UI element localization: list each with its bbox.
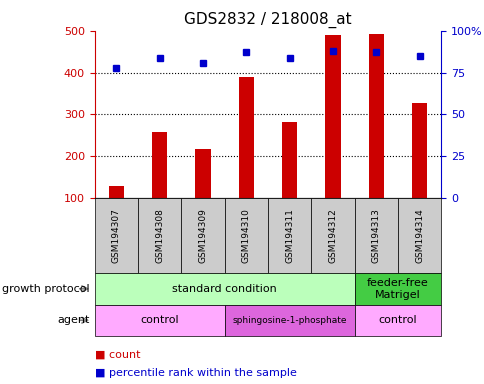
Bar <box>282 122 297 198</box>
Text: GSM194311: GSM194311 <box>285 208 293 263</box>
Text: GSM194310: GSM194310 <box>242 208 250 263</box>
Text: control: control <box>378 315 416 325</box>
Text: GSM194308: GSM194308 <box>155 208 164 263</box>
Bar <box>224 305 354 336</box>
Text: GSM194314: GSM194314 <box>414 208 424 263</box>
Bar <box>94 305 224 336</box>
Text: GSM194312: GSM194312 <box>328 208 337 263</box>
Text: sphingosine-1-phosphate: sphingosine-1-phosphate <box>232 316 346 325</box>
Bar <box>94 198 137 273</box>
Bar <box>238 77 253 198</box>
Bar <box>181 198 224 273</box>
Bar <box>354 198 397 273</box>
Text: standard condition: standard condition <box>172 284 276 294</box>
Text: GSM194313: GSM194313 <box>371 208 380 263</box>
Bar <box>397 198 440 273</box>
Bar <box>195 149 210 198</box>
Text: control: control <box>140 315 179 325</box>
Text: agent: agent <box>57 315 90 325</box>
Text: feeder-free
Matrigel: feeder-free Matrigel <box>366 278 428 300</box>
Bar <box>311 198 354 273</box>
Bar <box>354 273 440 305</box>
Bar <box>137 198 181 273</box>
Bar <box>411 103 426 198</box>
Title: GDS2832 / 218008_at: GDS2832 / 218008_at <box>184 12 351 28</box>
Bar <box>94 273 354 305</box>
Bar <box>224 198 267 273</box>
Bar <box>368 34 383 198</box>
Bar <box>151 132 167 198</box>
Bar <box>108 186 123 198</box>
Text: growth protocol: growth protocol <box>2 284 90 294</box>
Bar <box>354 305 440 336</box>
Text: ■ percentile rank within the sample: ■ percentile rank within the sample <box>94 368 296 379</box>
Bar <box>267 198 311 273</box>
Text: GSM194307: GSM194307 <box>111 208 121 263</box>
Text: ■ count: ■ count <box>94 349 140 359</box>
Bar <box>325 35 340 198</box>
Text: GSM194309: GSM194309 <box>198 208 207 263</box>
